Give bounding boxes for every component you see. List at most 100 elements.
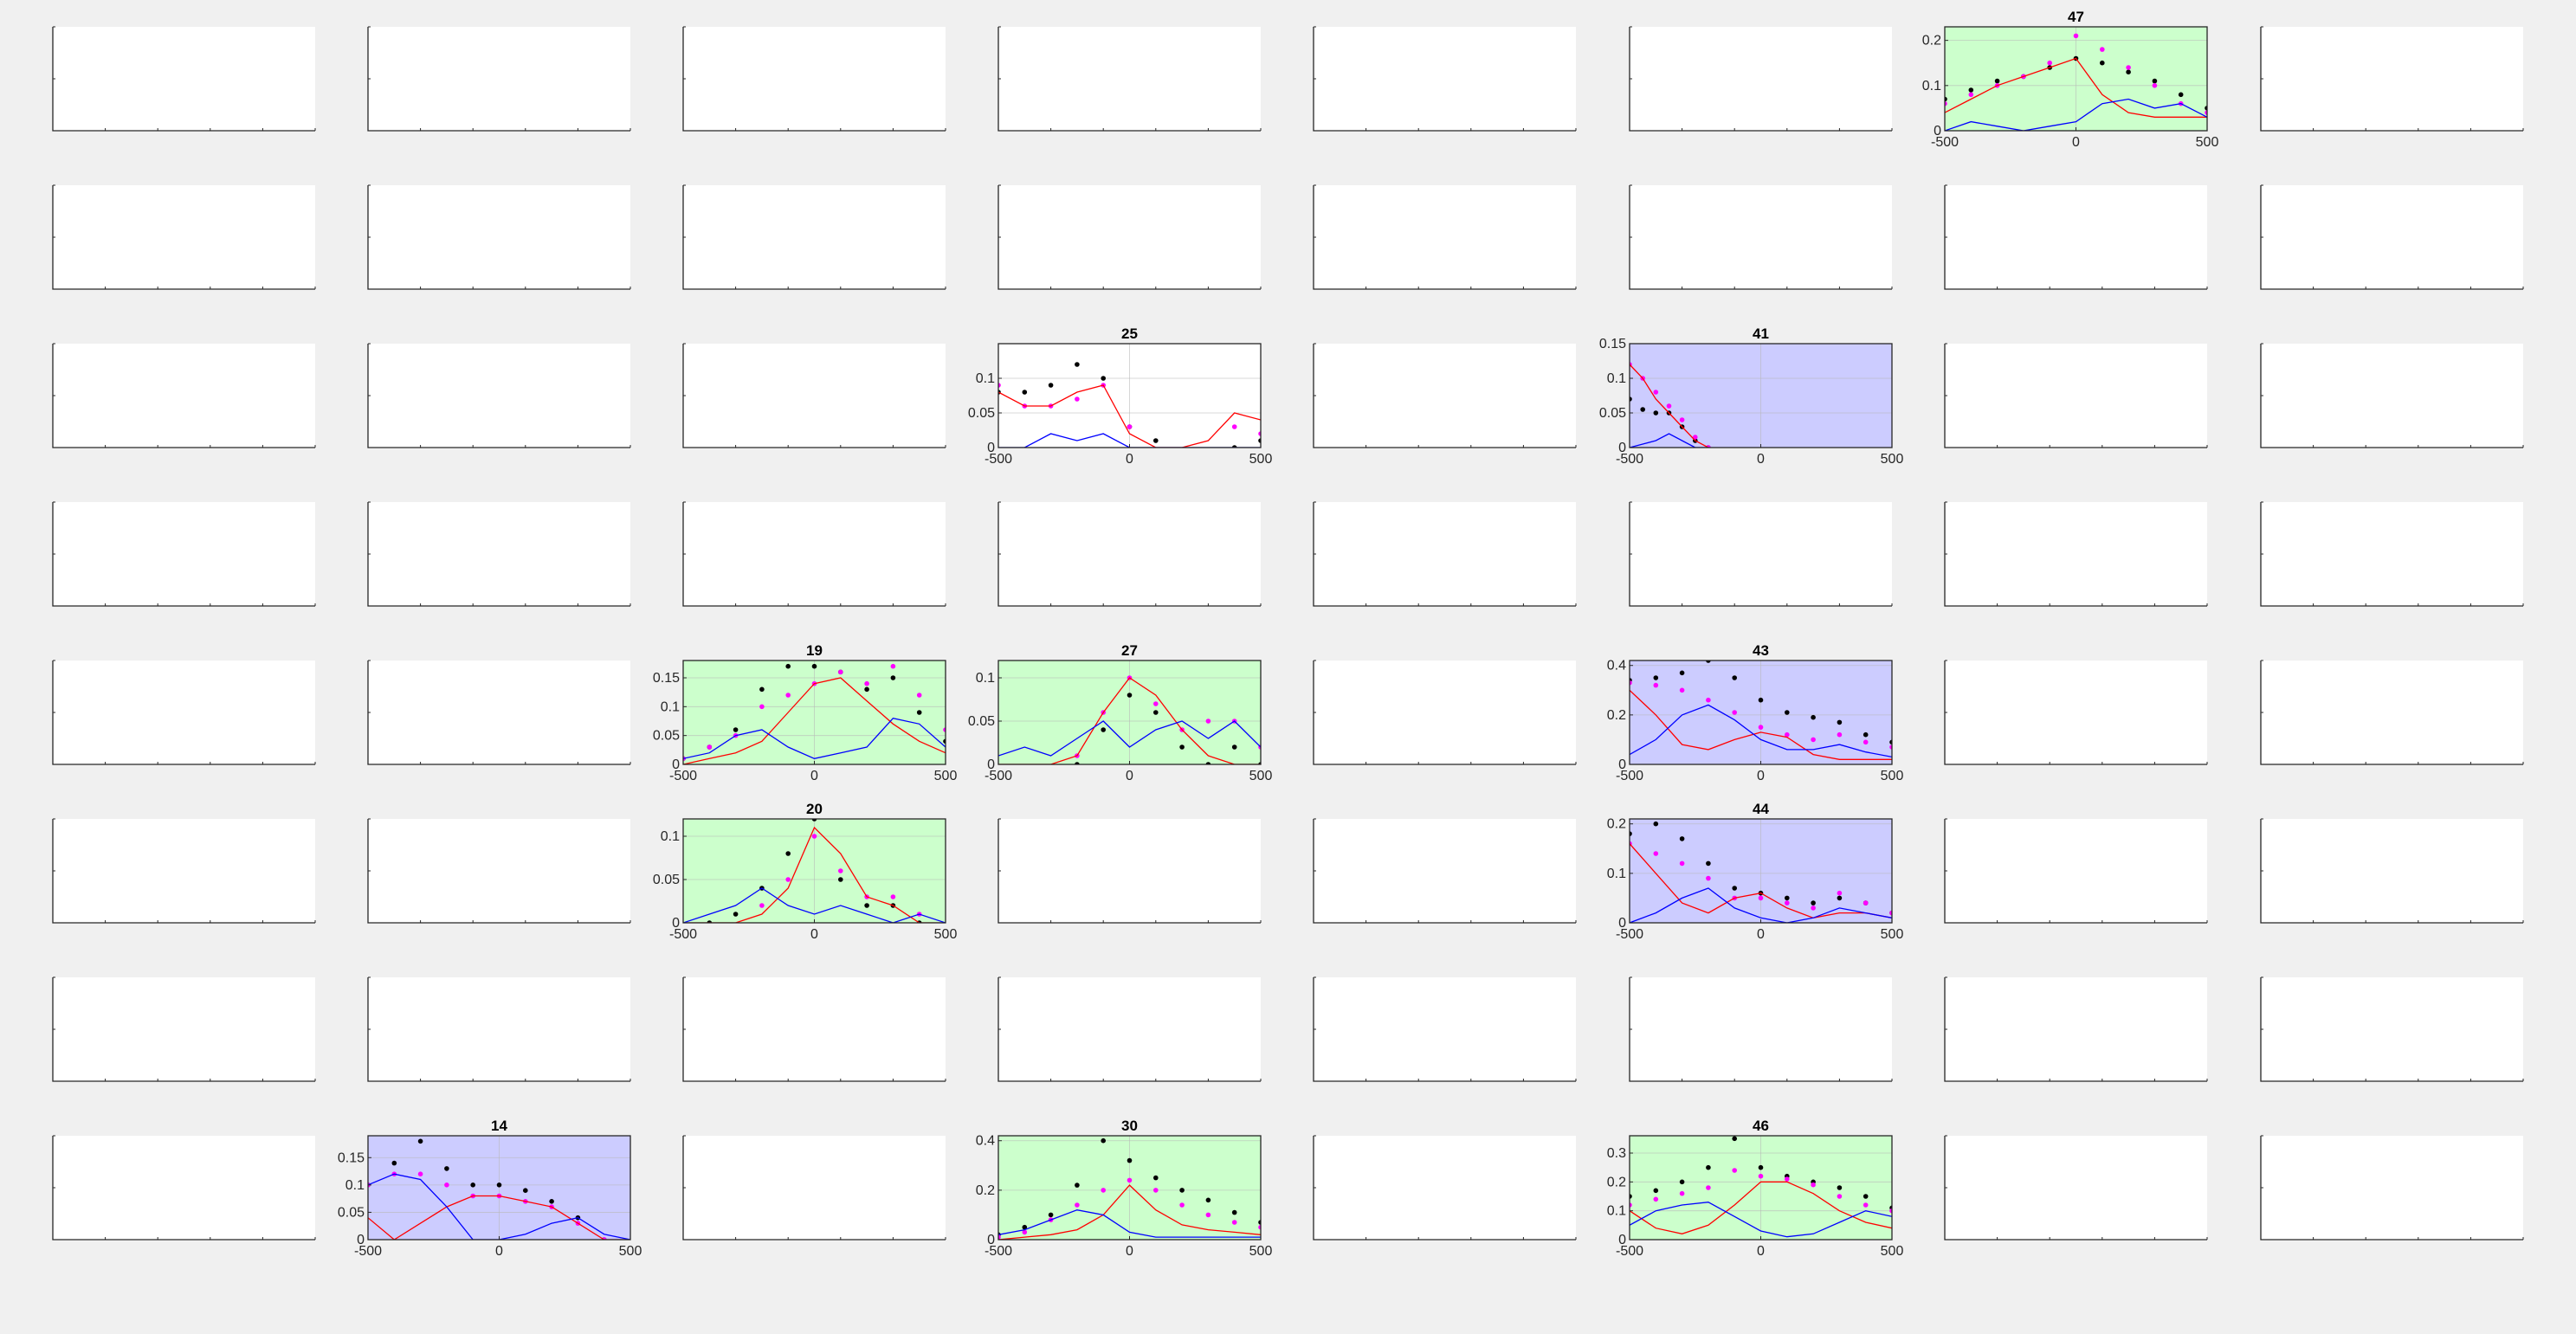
axes-background <box>368 661 630 764</box>
x-tick-label: 500 <box>1881 927 1904 942</box>
axes-background <box>1945 502 2207 606</box>
blue-series-line <box>1945 98 2207 131</box>
red-series-line <box>1630 364 1709 448</box>
y-tick-label: 0 <box>672 757 680 772</box>
black-data-point <box>1630 1194 1632 1199</box>
black-data-point <box>733 727 739 732</box>
subplot-title: 19 <box>806 642 823 659</box>
black-data-point <box>1231 744 1237 750</box>
magenta-data-point <box>1811 737 1816 743</box>
empty-axes <box>1313 660 1577 765</box>
axes-background <box>53 1136 315 1240</box>
empty-axes <box>1944 1135 2208 1241</box>
y-tick-label: 0.2 <box>1922 34 1941 48</box>
black-data-point <box>2152 78 2158 84</box>
magenta-data-point <box>1732 1168 1737 1173</box>
black-data-point <box>1153 1175 1159 1181</box>
magenta-data-point <box>1706 1185 1711 1190</box>
empty-axes <box>2260 1135 2524 1241</box>
empty-axes <box>52 26 316 132</box>
axes-background <box>683 977 946 1081</box>
axes-background <box>683 502 946 606</box>
subplot-title: 43 <box>1753 642 1769 659</box>
x-tick-label: 0 <box>810 769 818 783</box>
black-data-point <box>549 1199 554 1204</box>
black-data-point <box>2126 69 2131 74</box>
black-data-point <box>1732 675 1737 680</box>
x-tick-label: -500 <box>1931 135 1959 150</box>
black-data-point <box>1706 860 1711 867</box>
x-tick-label: 500 <box>934 769 958 783</box>
subplot-title: 30 <box>1121 1118 1138 1134</box>
blue-series-line <box>1630 704 1892 758</box>
black-data-point <box>1258 762 1261 764</box>
empty-axes <box>367 660 631 765</box>
empty-axes <box>1313 1135 1577 1241</box>
black-data-point <box>1127 1157 1133 1163</box>
red-series-line <box>683 826 946 923</box>
axes-background <box>1314 185 1576 289</box>
magenta-data-point <box>1785 900 1790 905</box>
subplot-title: 20 <box>806 801 823 817</box>
x-tick-label: 500 <box>1249 1244 1273 1259</box>
y-tick-label: 0.05 <box>653 729 680 744</box>
red-series-line <box>368 1195 630 1240</box>
axes-background <box>1314 661 1576 764</box>
y-tick-label: 0.1 <box>976 371 995 386</box>
black-data-point <box>838 877 843 882</box>
magenta-data-point <box>1258 1224 1261 1230</box>
magenta-data-point <box>1706 875 1711 881</box>
y-tick-label: 0 <box>1618 441 1626 455</box>
axes-background <box>1945 1136 2207 1240</box>
y-tick-label: 0.1 <box>1607 1204 1626 1219</box>
axes-background <box>53 661 315 764</box>
axes-background <box>998 819 1261 923</box>
magenta-data-point <box>1811 905 1816 911</box>
axes-background <box>1314 502 1576 606</box>
x-tick-label: -500 <box>985 769 1012 783</box>
magenta-data-point <box>759 903 765 908</box>
empty-axes <box>2260 660 2524 765</box>
axes-background <box>2261 819 2523 923</box>
axes-background <box>1945 661 2207 764</box>
x-tick-label: 0 <box>1126 452 1133 467</box>
series-group <box>1945 33 2207 131</box>
y-tick-label: 0.15 <box>1599 337 1626 351</box>
black-data-point <box>1101 727 1106 732</box>
magenta-data-point <box>1758 725 1764 730</box>
magenta-data-point <box>1758 1173 1764 1179</box>
x-tick-label: 0 <box>1126 769 1133 783</box>
empty-axes <box>1944 976 2208 1082</box>
black-data-point <box>1640 407 1645 412</box>
series-group <box>1630 821 1892 923</box>
black-data-point <box>1837 895 1843 901</box>
empty-axes <box>1944 184 2208 290</box>
black-data-point <box>1653 821 1659 827</box>
magenta-data-point <box>1022 1229 1028 1235</box>
empty-axes <box>52 343 316 448</box>
black-data-point <box>1758 1164 1764 1170</box>
black-data-point <box>1075 1183 1080 1188</box>
x-tick-label: 0 <box>1757 452 1765 467</box>
magenta-data-point <box>2152 83 2158 88</box>
series-group <box>998 1137 1261 1240</box>
black-data-point <box>1758 697 1764 703</box>
series-group <box>998 362 1261 448</box>
subplot-title: 27 <box>1121 642 1138 659</box>
magenta-data-point <box>864 680 869 686</box>
empty-axes <box>1313 184 1577 290</box>
magenta-data-point <box>1653 390 1659 395</box>
black-data-point <box>1679 1179 1685 1185</box>
empty-axes <box>2260 976 2524 1082</box>
black-data-point <box>759 686 765 693</box>
black-data-point <box>1785 710 1790 715</box>
black-data-point <box>1231 1209 1237 1215</box>
black-data-point <box>1022 1224 1028 1230</box>
empty-axes <box>367 184 631 290</box>
y-tick-label: 0 <box>1618 757 1626 772</box>
red-series-line <box>1630 1181 1892 1234</box>
magenta-data-point <box>811 834 817 839</box>
x-tick-label: -500 <box>985 1244 1012 1259</box>
